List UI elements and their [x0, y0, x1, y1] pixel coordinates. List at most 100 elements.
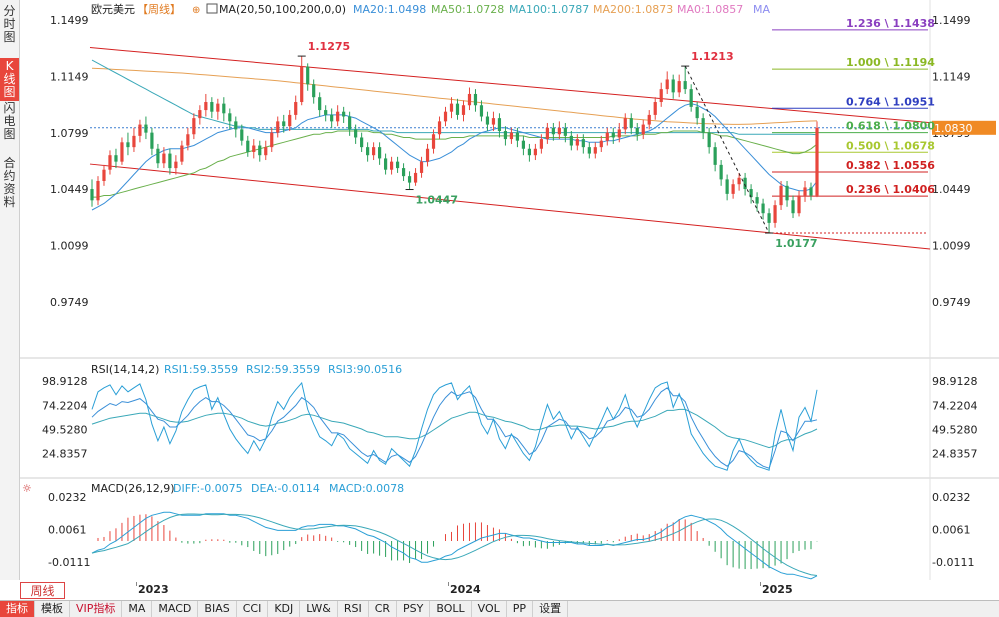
candle-body	[653, 102, 657, 115]
ma-toggle-icon	[206, 3, 218, 14]
indicator-tab[interactable]: KDJ	[268, 601, 301, 617]
candle-body	[120, 142, 124, 162]
indicator-tab[interactable]: PSY	[397, 601, 431, 617]
candle-body	[797, 195, 801, 214]
move-dashed-line	[684, 65, 770, 234]
rsi-axis-label-left: 24.8357	[42, 448, 88, 461]
candle-body	[731, 184, 735, 194]
indicator-tab[interactable]: CCI	[237, 601, 269, 617]
candle-body	[312, 84, 316, 98]
ma-value: MA200:1.0873	[593, 3, 673, 16]
indicator-tab[interactable]: LW&	[300, 601, 338, 617]
period-tab[interactable]: 周线	[20, 582, 65, 599]
ma-value: MA0:1.0857	[677, 3, 743, 16]
indicator-tab[interactable]: CR	[369, 601, 398, 617]
candle-body	[234, 121, 238, 130]
candle-body	[551, 127, 555, 135]
indicator-tab[interactable]: VIP指标	[70, 601, 123, 617]
indicator-tab[interactable]: RSI	[338, 601, 369, 617]
candle-body	[270, 132, 274, 148]
rsi-axis-label-left: 98.9128	[42, 375, 88, 388]
candle-body	[90, 189, 94, 201]
candle-body	[318, 97, 322, 111]
candle-body	[599, 140, 603, 148]
fib-level-label: 0.764 \ 1.0951	[846, 95, 935, 108]
price-axis-label-left: 1.0799	[50, 127, 89, 140]
fib-level-label: 1.236 \ 1.1438	[846, 17, 935, 30]
current-price-value: 1.0830	[934, 122, 973, 135]
candle-body	[186, 134, 190, 146]
price-axis-label-right: 1.0099	[932, 240, 971, 253]
candle-body	[407, 176, 412, 183]
candle-body	[527, 148, 531, 156]
indicator-tab[interactable]: 指标	[0, 601, 35, 617]
fib-level-label: 0.618 \ 1.0800	[846, 120, 935, 133]
year-label: 2025	[762, 583, 793, 596]
candle-body	[767, 213, 771, 223]
extreme-price-label: 1.0177	[775, 237, 817, 250]
candle-body	[773, 205, 777, 223]
year-label: 2024	[450, 583, 481, 596]
period-label: 【周线】	[137, 2, 181, 16]
symbol-label: 欧元美元	[91, 3, 135, 16]
candle-body	[791, 200, 795, 214]
left-tab-3[interactable]: 合约资料	[3, 156, 16, 209]
candle-body	[707, 132, 711, 148]
macd-axis-label-left: 0.0232	[48, 491, 87, 504]
chart-area[interactable]: 欧元美元 【周线】 ⊕ MA(20,50,100,200,0,0) MA20:1.049…	[20, 0, 999, 580]
rsi1-line	[91, 381, 818, 471]
ma50-line	[92, 130, 818, 198]
current-price-tag	[932, 120, 996, 135]
candle-body	[342, 111, 346, 117]
candle-body	[366, 147, 370, 156]
indicator-tab[interactable]: 设置	[533, 601, 569, 617]
indicator-tab[interactable]: BOLL	[430, 601, 472, 617]
candle-body	[252, 145, 256, 152]
fib-level-label: 0.500 \ 1.0678	[846, 139, 935, 152]
candle-body	[629, 118, 633, 128]
year-tick	[136, 582, 137, 586]
indicator-tab[interactable]: MA	[122, 601, 153, 617]
macd-axis-label-left: 0.0061	[48, 523, 87, 536]
candle-body	[306, 66, 310, 85]
candle-body	[785, 185, 789, 201]
candle-body	[449, 103, 454, 112]
candle-body	[198, 110, 202, 119]
candle-body	[569, 135, 573, 146]
candle-body	[593, 147, 597, 154]
indicator-tab[interactable]: BIAS	[198, 601, 237, 617]
candle-body	[372, 147, 376, 156]
macd-title: MACD(26,12,9)	[91, 482, 175, 495]
candle-body	[378, 147, 382, 159]
candle-body	[611, 132, 615, 138]
candle-body	[479, 105, 484, 117]
indicator-tab[interactable]: VOL	[472, 601, 507, 617]
candle-body	[204, 102, 208, 111]
candle-body	[192, 118, 196, 135]
indicator-tab[interactable]: 模板	[35, 601, 70, 617]
price-axis-label-left: 1.1149	[50, 70, 89, 83]
candle-body	[455, 103, 460, 115]
price-axis-label-right: 1.1499	[932, 14, 971, 27]
candle-body	[258, 145, 262, 156]
candle-body	[168, 153, 172, 169]
left-tab-0[interactable]: 分时图	[3, 4, 16, 44]
candle-body	[461, 105, 466, 115]
candle-body	[713, 147, 717, 165]
left-tab-2[interactable]: 闪电图	[3, 101, 16, 141]
candle-body	[174, 161, 178, 169]
rsi-value: RSI1:59.3559	[164, 363, 238, 376]
candle-body	[156, 148, 160, 164]
year-label: 2023	[138, 583, 169, 596]
candle-body	[749, 189, 753, 198]
indicator-toolbar: 指标 模板 VIP指标 MA MACD BIAS CCI KDJ LW& RSI CR PSY BOLL…	[0, 600, 999, 617]
price-axis-label-right: 1.1149	[932, 70, 971, 83]
candle-body	[348, 116, 352, 130]
candle-body	[605, 132, 609, 141]
candle-body	[144, 124, 148, 133]
rsi-axis-label-right: 98.9128	[932, 375, 978, 388]
indicator-tab[interactable]: PP	[507, 601, 534, 617]
indicator-tab[interactable]: MACD	[152, 601, 199, 617]
